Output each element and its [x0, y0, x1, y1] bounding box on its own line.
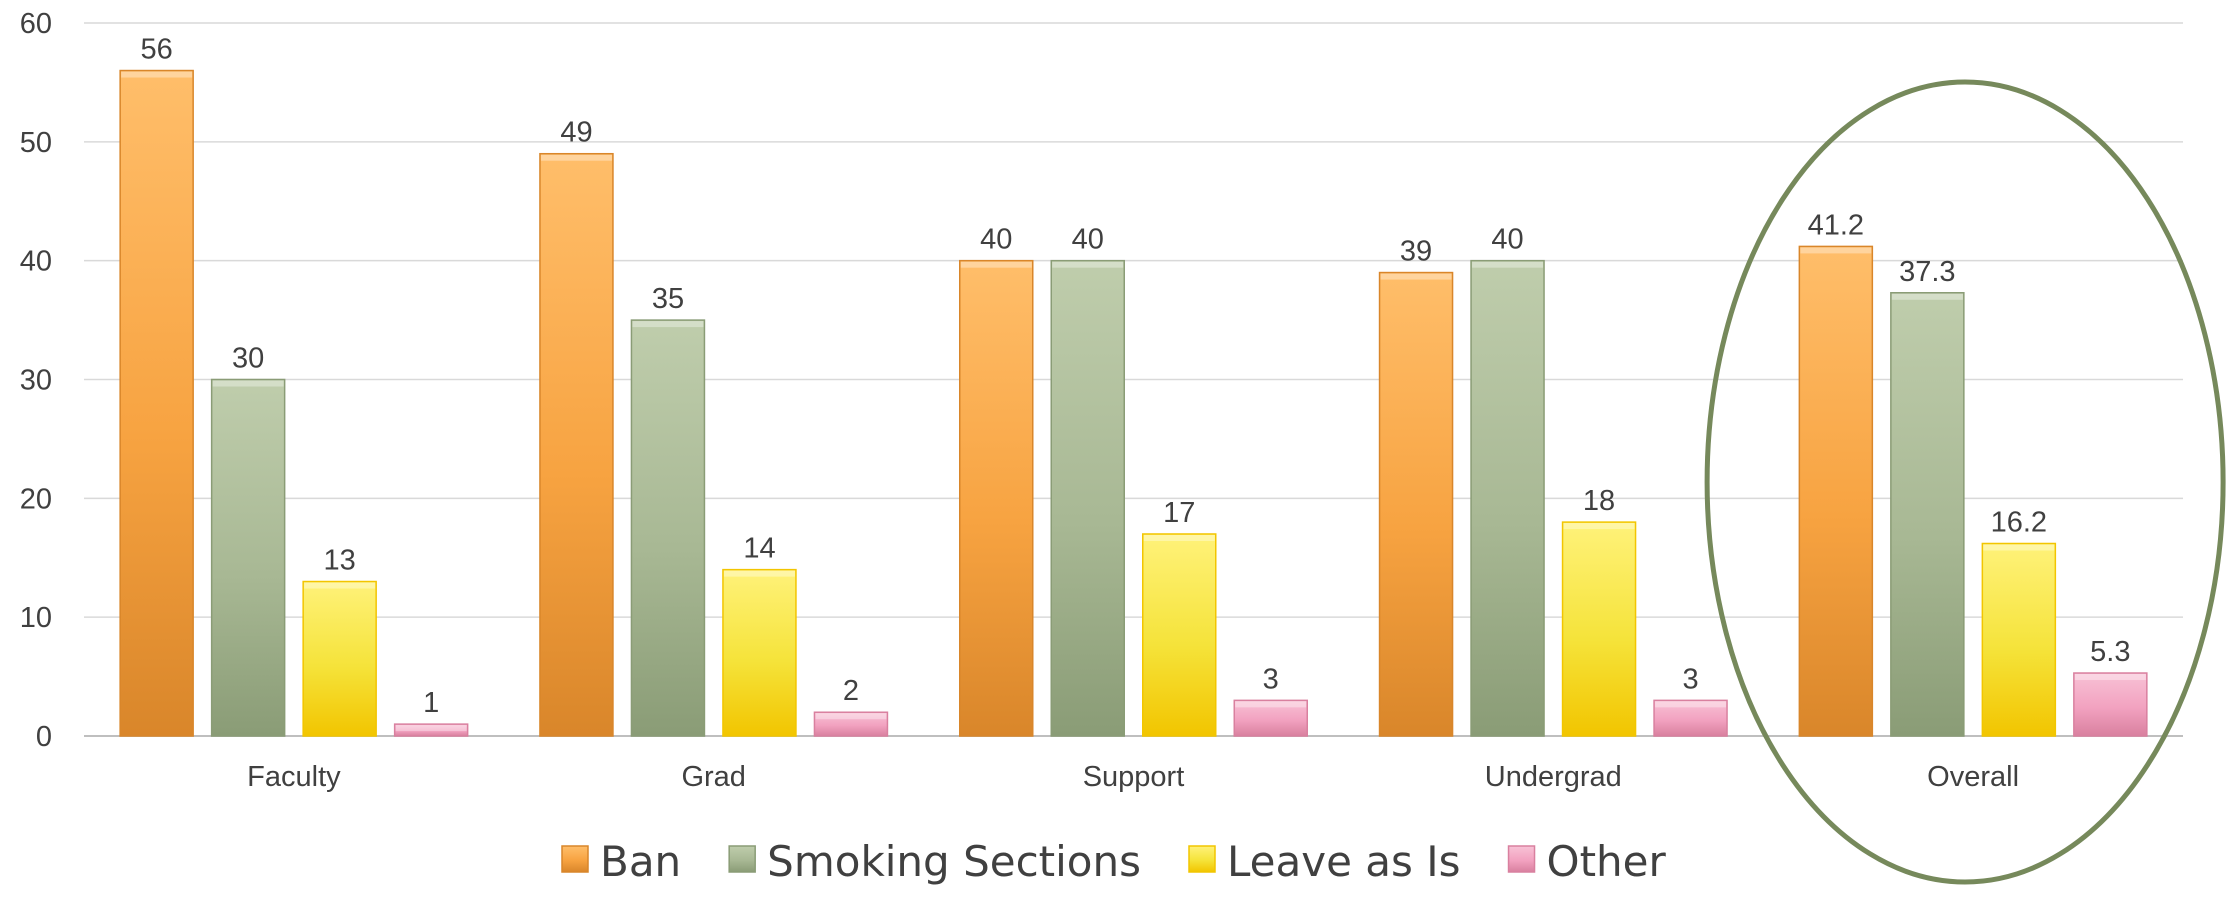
data-label-undergrad-other: 3 — [1682, 663, 1698, 695]
bar-overall-other — [2073, 672, 2148, 737]
y-tick-label-60: 60 — [20, 8, 52, 40]
data-label-grad-other: 2 — [843, 675, 859, 707]
bar-support-ban — [959, 259, 1034, 737]
x-category-label-undergrad: Undergrad — [1485, 761, 1622, 793]
bar-grad-ban — [539, 152, 614, 737]
bar-grad-smoking-sections — [630, 319, 706, 737]
x-category-label-faculty: Faculty — [247, 761, 341, 793]
data-label-support-leave-as-is: 17 — [1163, 497, 1195, 529]
bar-undergrad-leave-as-is — [1561, 521, 1637, 737]
data-label-support-smoking-sections: 40 — [1072, 224, 1104, 256]
bar-faculty-leave-as-is — [302, 580, 377, 737]
bar-bevel-overall-smoking-sections — [1891, 293, 1963, 300]
bar-bevel-grad-ban — [540, 154, 612, 161]
bar-support-leave-as-is — [1142, 533, 1217, 737]
bars — [119, 69, 2148, 737]
y-tick-label-0: 0 — [36, 721, 52, 753]
data-label-support-other: 3 — [1263, 663, 1279, 695]
bar-bevel-overall-leave-as-is — [1983, 544, 2055, 551]
bar-grad-leave-as-is — [722, 568, 797, 737]
data-label-undergrad-ban: 39 — [1400, 236, 1432, 268]
highlight-ellipse — [1704, 79, 2226, 885]
data-label-overall-leave-as-is: 16.2 — [1991, 506, 2047, 538]
bar-bevel-overall-other — [2074, 674, 2146, 681]
data-label-faculty-other: 1 — [423, 687, 439, 719]
bar-grad-other — [813, 711, 889, 737]
bar-faculty-smoking-sections — [210, 378, 286, 737]
bar-bevel-faculty-leave-as-is — [304, 582, 376, 589]
bar-undergrad-ban — [1378, 271, 1454, 737]
bar-overall-leave-as-is — [1981, 542, 2057, 737]
data-label-support-ban: 40 — [980, 224, 1012, 256]
y-tick-label-20: 20 — [20, 483, 52, 515]
bar-faculty-other — [393, 723, 469, 737]
legend-swatch-ban — [561, 845, 589, 873]
bar-bevel-undergrad-ban — [1380, 273, 1452, 280]
bar-bevel-grad-smoking-sections — [632, 321, 704, 328]
y-axis-ticks: 0 10 20 30 40 50 60 — [20, 8, 52, 753]
bar-bevel-support-other — [1235, 701, 1307, 708]
legend-label-leave-as-is: Leave as Is — [1227, 837, 1461, 886]
data-label-faculty-smoking-sections: 30 — [232, 343, 264, 375]
data-label-grad-smoking-sections: 35 — [652, 283, 684, 315]
data-label-faculty-leave-as-is: 13 — [324, 545, 356, 577]
bar-bevel-support-ban — [960, 261, 1032, 268]
data-label-overall-other: 5.3 — [2090, 636, 2130, 668]
legend-swatch-other — [1507, 845, 1536, 873]
bar-bevel-undergrad-other — [1655, 701, 1727, 708]
bar-overall-smoking-sections — [1890, 292, 1965, 737]
bar-support-smoking-sections — [1050, 259, 1125, 737]
bar-bevel-grad-leave-as-is — [723, 570, 795, 577]
bar-undergrad-smoking-sections — [1470, 259, 1545, 737]
y-tick-label-50: 50 — [20, 127, 52, 159]
data-label-undergrad-smoking-sections: 40 — [1491, 224, 1523, 256]
bar-bevel-support-leave-as-is — [1143, 534, 1215, 541]
data-label-faculty-ban: 56 — [141, 34, 173, 66]
legend-swatch-leave-as-is — [1188, 845, 1216, 873]
highlight-annotation — [1704, 79, 2226, 885]
bar-bevel-support-smoking-sections — [1052, 261, 1124, 268]
x-category-label-grad: Grad — [681, 761, 745, 793]
data-label-grad-leave-as-is: 14 — [743, 533, 775, 565]
bar-bevel-undergrad-leave-as-is — [1563, 523, 1635, 530]
x-axis-categories: Faculty Grad Support Undergrad Overall — [247, 761, 2019, 793]
bar-bevel-overall-ban — [1800, 247, 1872, 254]
bar-bevel-faculty-ban — [121, 71, 193, 78]
bar-bevel-grad-other — [815, 713, 887, 720]
legend-label-ban: Ban — [600, 837, 681, 886]
bar-bevel-faculty-other — [395, 725, 467, 732]
y-tick-label-40: 40 — [20, 246, 52, 278]
legend-label-smoking-sections: Smoking Sections — [767, 837, 1141, 886]
data-label-overall-smoking-sections: 37.3 — [1899, 256, 1955, 288]
legend-swatch-smoking-sections — [728, 845, 756, 873]
bar-overall-ban — [1798, 245, 1874, 737]
legend: Ban Smoking Sections Leave as Is Other — [561, 837, 1667, 886]
bar-bevel-faculty-smoking-sections — [212, 380, 284, 387]
bar-support-other — [1233, 699, 1308, 737]
data-label-overall-ban: 41.2 — [1808, 209, 1864, 241]
data-label-grad-ban: 49 — [560, 117, 592, 149]
bar-bevel-undergrad-smoking-sections — [1472, 261, 1544, 268]
y-tick-label-30: 30 — [20, 365, 52, 397]
y-tick-label-10: 10 — [20, 602, 52, 634]
bar-faculty-ban — [119, 69, 194, 737]
data-labels: 56 30 13 1 49 35 14 2 40 40 17 3 39 40 18 3 41.2 37.3 16.2… — [141, 34, 2131, 720]
data-label-undergrad-leave-as-is: 18 — [1583, 485, 1615, 517]
x-category-label-support: Support — [1083, 761, 1185, 793]
bar-undergrad-other — [1653, 699, 1728, 737]
x-category-label-overall: Overall — [1927, 761, 2019, 793]
legend-label-other: Other — [1547, 837, 1667, 886]
